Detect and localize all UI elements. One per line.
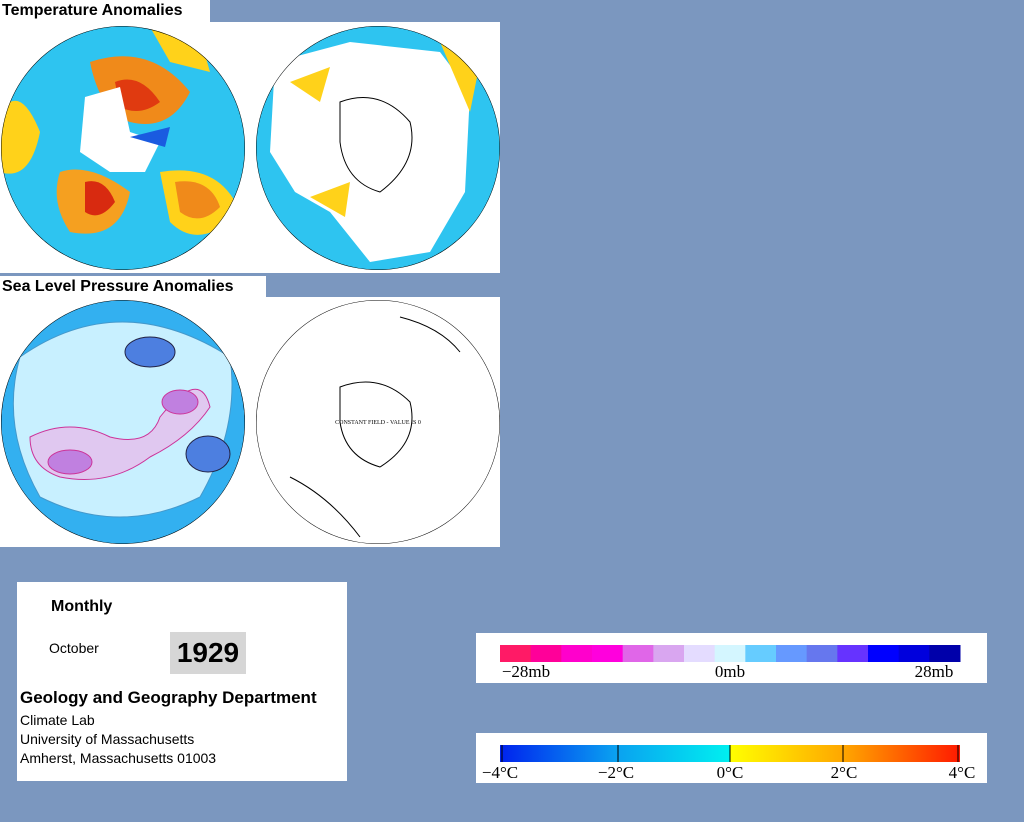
legend-label: 0°C bbox=[717, 763, 744, 782]
info-box: Monthly October 1929 Geology and Geograp… bbox=[17, 582, 347, 781]
color-swatch bbox=[714, 645, 746, 662]
color-bar bbox=[500, 645, 961, 662]
color-swatch bbox=[653, 645, 685, 662]
address-line: Amherst, Massachusetts 01003 bbox=[20, 750, 217, 766]
color-swatch bbox=[561, 645, 593, 662]
color-swatch bbox=[898, 645, 930, 662]
address-line: University of Massachusetts bbox=[20, 731, 195, 747]
color-swatch bbox=[868, 645, 900, 662]
color-swatch bbox=[929, 645, 961, 662]
legend-label: 2°C bbox=[831, 763, 858, 782]
temperature-legend: −4°C −2°C 0°C 2°C 4°C bbox=[476, 733, 987, 783]
panel-title: Sea Level Pressure Anomalies bbox=[0, 276, 266, 298]
color-swatch bbox=[622, 645, 654, 662]
department: Geology and Geography Department bbox=[20, 688, 317, 707]
color-swatch bbox=[684, 645, 716, 662]
color-swatch bbox=[837, 645, 869, 662]
legend-label: 0mb bbox=[715, 662, 745, 681]
legend-label: 28mb bbox=[915, 662, 954, 681]
address-line: Climate Lab bbox=[20, 712, 95, 728]
legend-label: −28mb bbox=[502, 662, 550, 681]
color-swatch bbox=[745, 645, 777, 662]
color-swatch bbox=[776, 645, 808, 662]
color-swatch bbox=[530, 645, 562, 662]
pressure-maps: CONSTANT FIELD - VALUE IS 0 bbox=[0, 297, 500, 547]
legend-label: −2°C bbox=[598, 763, 634, 782]
color-swatch bbox=[592, 645, 624, 662]
temperature-maps bbox=[0, 22, 500, 273]
color-swatch bbox=[500, 645, 532, 662]
map-note: CONSTANT FIELD - VALUE IS 0 bbox=[335, 420, 421, 426]
legend-label: −4°C bbox=[482, 763, 518, 782]
pressure-legend: −28mb 0mb 28mb bbox=[476, 633, 987, 683]
period: Monthly bbox=[51, 598, 113, 615]
legend-label: 4°C bbox=[949, 763, 976, 782]
month: October bbox=[49, 640, 99, 656]
year: 1929 bbox=[170, 632, 246, 674]
color-swatch bbox=[806, 645, 838, 662]
panel-title: Temperature Anomalies bbox=[0, 0, 210, 22]
